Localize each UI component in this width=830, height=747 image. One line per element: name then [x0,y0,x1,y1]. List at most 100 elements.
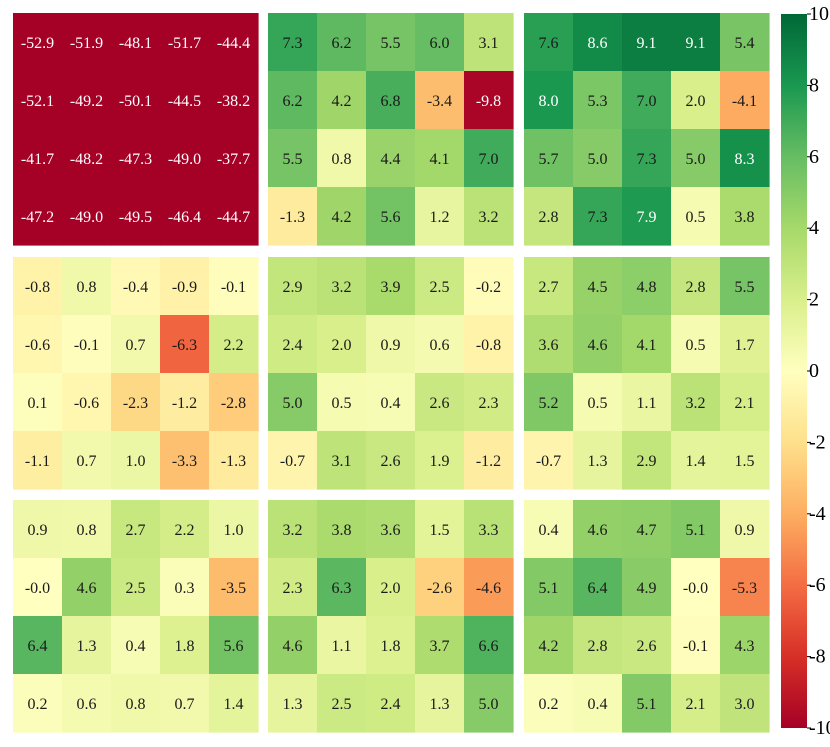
cell-value-label: -52.9 [21,35,54,52]
cell-value-label: 2.2 [224,337,244,354]
cell-value-label: 2.1 [735,395,755,412]
cell-value-label: 3.6 [381,522,401,539]
cell-value-label: 1.1 [637,395,657,412]
cell-value-label: 1.4 [224,696,244,713]
cell-value-label: 0.7 [126,337,146,354]
heatmap-cell [13,500,63,559]
heatmap-cell [524,257,574,316]
heatmap-cell [160,558,210,617]
heatmap-cell [366,13,416,72]
cell-value-label: -3.5 [221,580,246,597]
cell-value-label: 2.5 [430,279,450,296]
heatmap-cell [366,500,416,559]
cell-value-label: 5.0 [686,151,706,168]
heatmap-cell [464,431,514,490]
heatmap-cell [111,187,161,246]
heatmap-cell [622,71,672,130]
heatmap-cell [209,616,259,675]
cell-value-label: -38.2 [217,93,250,110]
cell-value-label: 7.9 [637,209,657,226]
cell-value-label: -0.0 [683,580,708,597]
heatmap-cell [415,558,465,617]
cell-value-label: 4.8 [637,279,657,296]
cell-value-label: 4.2 [539,638,559,655]
cell-value-label: 4.1 [637,337,657,354]
heatmap-cell [160,129,210,188]
cell-value-label: 2.6 [430,395,450,412]
heatmap-cell [268,373,318,432]
heatmap-cell [464,187,514,246]
heatmap-cell [62,257,112,316]
heatmap-cell [622,129,672,188]
heatmap-cell [720,373,770,432]
heatmap-cell [317,431,367,490]
heatmap-cell [209,373,259,432]
heatmap-panel: 0.9 0.8 2.7 2.2 1.0 -0.0 4.6 2.5 0.3 -3.5 6.4 1.3 0.… [13,500,259,733]
heatmap-cell [209,257,259,316]
cell-value-label: -0.1 [683,638,708,655]
cell-value-label: -44.4 [217,35,250,52]
heatmap-cell [720,558,770,617]
cell-value-label: 2.3 [283,580,303,597]
heatmap-cell [720,674,770,733]
heatmap-cell [209,13,259,72]
colorbar-tick-label: -6 [809,574,826,596]
heatmap-cell [111,13,161,72]
cell-value-label: -0.0 [25,580,50,597]
heatmap-cell [720,315,770,374]
heatmap-cell [415,616,465,675]
colorbar-tick-label: -2 [809,431,826,453]
heatmap-cell [209,71,259,130]
heatmap-cell [268,558,318,617]
cell-value-label: -1.1 [25,453,50,470]
cell-value-label: 6.0 [430,35,450,52]
heatmap-cell [415,13,465,72]
cell-value-label: 0.8 [77,522,97,539]
cell-value-label: 4.2 [332,93,352,110]
heatmap-cell [160,257,210,316]
heatmap-cell [671,500,721,559]
cell-value-label: 5.7 [539,151,559,168]
cell-value-label: -2.6 [427,580,452,597]
heatmap-cell [622,431,672,490]
cell-value-label: 3.8 [735,209,755,226]
cell-value-label: 2.7 [539,279,559,296]
cell-value-label: 6.2 [332,35,352,52]
cell-value-label: -1.3 [221,453,246,470]
heatmap-cell [317,129,367,188]
cell-value-label: 0.2 [539,696,559,713]
cell-value-label: 5.0 [479,696,499,713]
cell-value-label: 4.9 [637,580,657,597]
heatmap-cell [13,431,63,490]
heatmap-cell [524,373,574,432]
heatmap-cell [366,616,416,675]
cell-value-label: 3.3 [479,522,499,539]
cell-value-label: -0.2 [476,279,501,296]
colorbar-tick-label: 4 [809,217,819,239]
heatmap-cell [160,431,210,490]
cell-value-label: -1.2 [172,395,197,412]
heatmap-cell [573,71,623,130]
cell-value-label: 5.3 [588,93,608,110]
cell-value-label: -0.1 [221,279,246,296]
heatmap-cell [464,616,514,675]
colorbar-gradient [781,14,807,728]
heatmap-cell [13,373,63,432]
heatmap-cell [524,187,574,246]
cell-value-label: 4.1 [430,151,450,168]
cell-value-label: 1.8 [381,638,401,655]
colorbar-tick-label: 6 [809,146,819,168]
heatmap-cell [366,71,416,130]
heatmap-cell [573,187,623,246]
heatmap-cell [13,257,63,316]
cell-value-label: 2.9 [283,279,303,296]
heatmap-cell [268,13,318,72]
cell-value-label: -49.0 [70,209,103,226]
heatmap-cell [62,674,112,733]
cell-value-label: 3.1 [479,35,499,52]
cell-value-label: 1.3 [588,453,608,470]
heatmap-cell [13,187,63,246]
heatmap-cell [671,373,721,432]
cell-value-label: -4.6 [476,580,501,597]
heatmap-cell [720,257,770,316]
